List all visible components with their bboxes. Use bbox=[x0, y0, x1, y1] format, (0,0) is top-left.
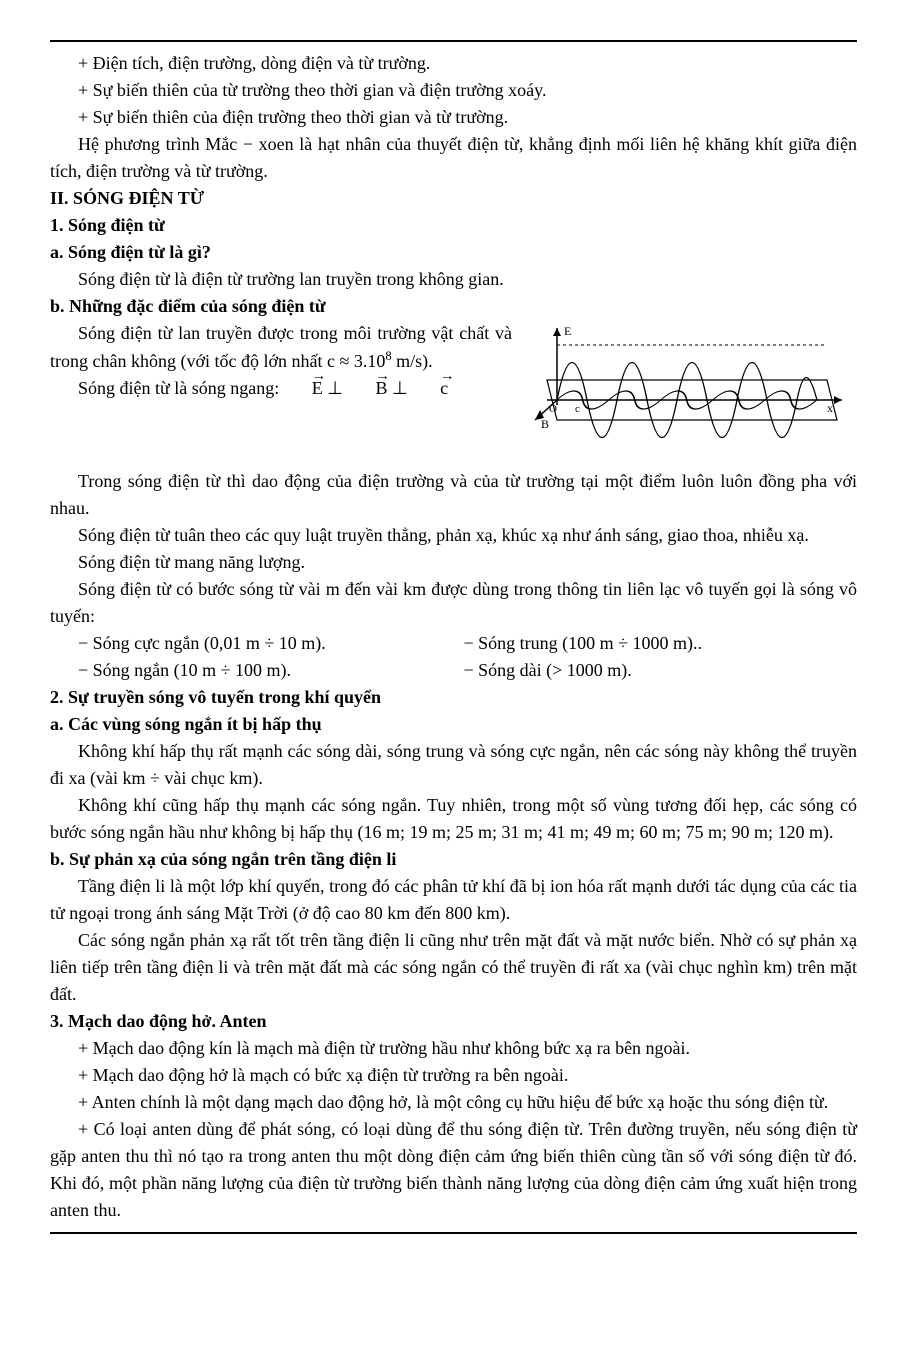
label-O: O bbox=[549, 403, 557, 415]
paragraph: Sóng điện từ là điện từ trường lan truyề… bbox=[50, 266, 857, 293]
em-wave-diagram: E B O c x bbox=[527, 320, 857, 458]
heading-level-1: II. SÓNG ĐIỆN TỪ bbox=[50, 185, 857, 212]
wave-range-cell: − Sóng cực ngắn (0,01 m ÷ 10 m). bbox=[50, 630, 444, 657]
label-B: B bbox=[541, 417, 549, 431]
paragraph: + Có loại anten dùng để phát sóng, có lo… bbox=[50, 1116, 857, 1224]
document-content: + Điện tích, điện trường, dòng điện và t… bbox=[50, 40, 857, 1234]
label-x: x bbox=[827, 401, 833, 415]
heading-level-2: 2. Sự truyền sóng vô tuyến trong khí quy… bbox=[50, 684, 857, 711]
wave-ranges-row-2: − Sóng ngắn (10 m ÷ 100 m). − Sóng dài (… bbox=[50, 657, 857, 684]
paragraph: Hệ phương trình Mắc − xoen là hạt nhân c… bbox=[50, 131, 857, 185]
paragraph: + Điện tích, điện trường, dòng điện và t… bbox=[50, 50, 857, 77]
paragraph: + Sự biến thiên của điện trường theo thờ… bbox=[50, 104, 857, 131]
paragraph: Không khí hấp thụ rất mạnh các sóng dài,… bbox=[50, 738, 857, 792]
heading-level-3: b. Những đặc điểm của sóng điện từ bbox=[50, 293, 857, 320]
label-c: c bbox=[575, 403, 580, 415]
paragraph: Trong sóng điện từ thì dao động của điện… bbox=[50, 468, 857, 522]
paragraph: Tầng điện li là một lớp khí quyển, trong… bbox=[50, 873, 857, 927]
paragraph: Sóng điện từ tuân theo các quy luật truy… bbox=[50, 522, 857, 549]
paragraph: + Sự biến thiên của từ trường theo thời … bbox=[50, 77, 857, 104]
paragraph: + Mạch dao động hở là mạch có bức xạ điệ… bbox=[50, 1062, 857, 1089]
paragraph: Sóng điện từ có bước sóng từ vài m đến v… bbox=[50, 576, 857, 630]
paragraph: Sóng điện từ mang năng lượng. bbox=[50, 549, 857, 576]
paragraph: Không khí cũng hấp thụ mạnh các sóng ngắ… bbox=[50, 792, 857, 846]
heading-level-3: a. Sóng điện từ là gì? bbox=[50, 239, 857, 266]
wave-range-cell: − Sóng ngắn (10 m ÷ 100 m). bbox=[50, 657, 444, 684]
paragraph: + Mạch dao động kín là mạch mà điện từ t… bbox=[50, 1035, 857, 1062]
paragraph: Các sóng ngắn phản xạ rất tốt trên tầng … bbox=[50, 927, 857, 1008]
heading-level-3: a. Các vùng sóng ngắn ít bị hấp thụ bbox=[50, 711, 857, 738]
wave-range-cell: − Sóng dài (> 1000 m). bbox=[464, 657, 858, 684]
paragraph: + Anten chính là một dạng mạch dao động … bbox=[50, 1089, 857, 1116]
wave-range-cell: − Sóng trung (100 m ÷ 1000 m).. bbox=[464, 630, 858, 657]
wave-ranges-row-1: − Sóng cực ngắn (0,01 m ÷ 10 m). − Sóng … bbox=[50, 630, 857, 657]
heading-level-2: 1. Sóng điện từ bbox=[50, 212, 857, 239]
label-E: E bbox=[564, 324, 571, 338]
heading-level-2: 3. Mạch dao động hở. Anten bbox=[50, 1008, 857, 1035]
heading-level-3: b. Sự phản xạ của sóng ngắn trên tầng đi… bbox=[50, 846, 857, 873]
